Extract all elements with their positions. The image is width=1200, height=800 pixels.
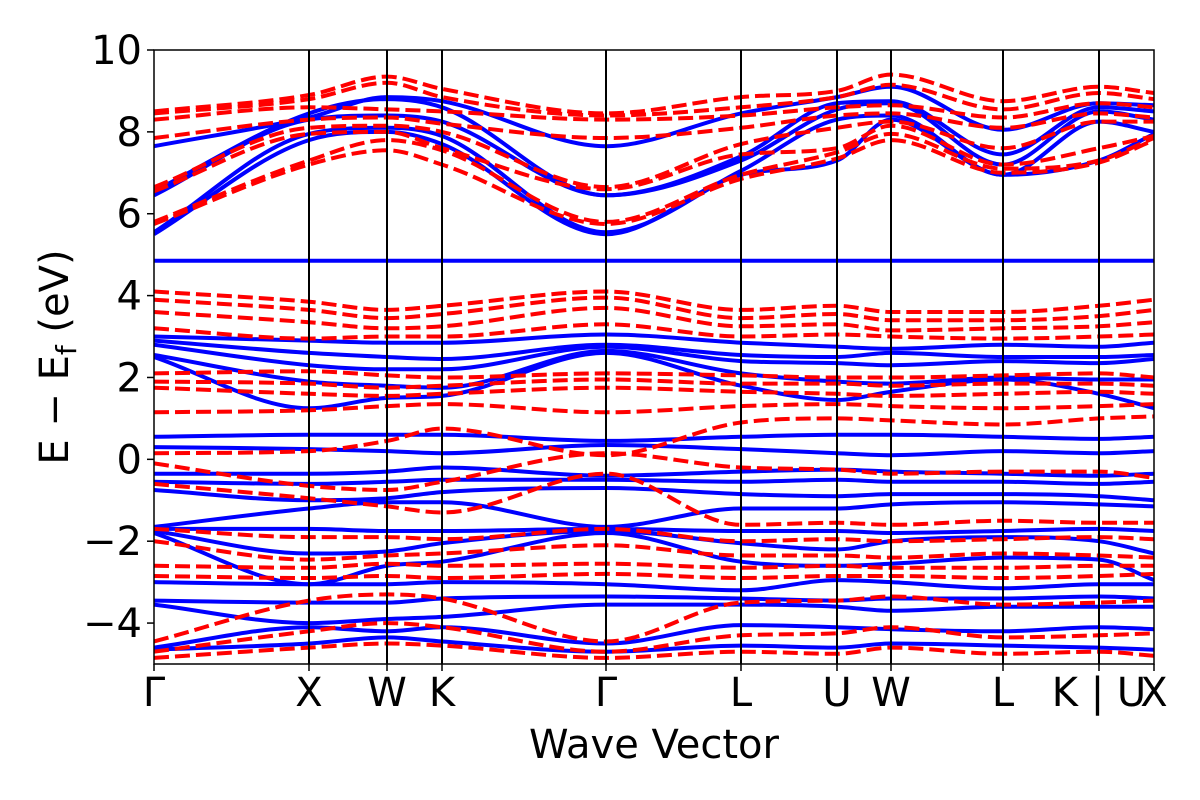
x-tick-label: U bbox=[822, 670, 851, 716]
spin-up-band-11 bbox=[154, 432, 1154, 443]
spin-down-band-20 bbox=[154, 539, 1154, 562]
y-tick-label: 8 bbox=[117, 110, 142, 156]
spin-down-bands bbox=[154, 72, 1154, 660]
spin-down-band-23 bbox=[154, 592, 1154, 644]
spin-down-band-19 bbox=[154, 526, 1154, 544]
spin-up-band-24 bbox=[154, 635, 1154, 654]
x-tick-label: X bbox=[295, 670, 322, 716]
spin-down-band-11 bbox=[154, 322, 1154, 341]
y-axis-label-subscript: f bbox=[50, 344, 83, 355]
x-axis-label: Wave Vector bbox=[529, 722, 780, 768]
y-tick-label: −4 bbox=[83, 601, 142, 647]
spin-down-band-4 bbox=[154, 119, 1154, 190]
y-tick-label: 10 bbox=[91, 28, 142, 74]
x-tick-label: X bbox=[1140, 670, 1167, 716]
plot-area bbox=[153, 49, 1155, 665]
spin-up-band-16 bbox=[154, 500, 1154, 529]
y-tick-label: −2 bbox=[83, 519, 142, 565]
spin-down-band-2 bbox=[154, 101, 1154, 122]
spin-up-band-12 bbox=[154, 443, 1154, 458]
spin-down-band-18 bbox=[154, 471, 1154, 527]
spin-up-band-20 bbox=[154, 578, 1154, 593]
y-tick-label: 6 bbox=[117, 192, 142, 238]
spin-down-band-25 bbox=[154, 641, 1154, 660]
spin-up-band-22 bbox=[154, 602, 1154, 626]
spin-down-band-8 bbox=[154, 289, 1154, 314]
spin-up-band-1 bbox=[154, 97, 1154, 198]
spin-down-band-0 bbox=[154, 72, 1154, 116]
spin-up-band-7 bbox=[154, 338, 1154, 361]
x-tick-label: Γ bbox=[595, 670, 618, 716]
spin-down-band-9 bbox=[154, 295, 1154, 323]
spin-up-band-13 bbox=[154, 465, 1154, 478]
x-tick-label: L bbox=[992, 670, 1015, 716]
spin-up-band-17 bbox=[154, 526, 1154, 535]
spin-down-band-13 bbox=[154, 377, 1154, 390]
spin-down-band-10 bbox=[154, 305, 1154, 333]
x-tick-label: Γ bbox=[143, 670, 166, 716]
y-axis-label-unit: (eV) bbox=[32, 249, 78, 345]
spin-up-band-8 bbox=[154, 342, 1154, 372]
spin-down-band-15 bbox=[154, 402, 1154, 415]
x-tick-label: L bbox=[730, 670, 753, 716]
y-tick-label: 4 bbox=[117, 274, 142, 320]
y-tick-label: 0 bbox=[117, 437, 142, 483]
spin-up-bands bbox=[154, 84, 1154, 654]
spin-up-band-14 bbox=[154, 477, 1154, 486]
spin-down-band-16 bbox=[154, 414, 1154, 458]
x-tick-label: K | U bbox=[1052, 670, 1146, 716]
y-axis-ticks: −4 −2 0 2 4 6 8 10 bbox=[83, 28, 154, 647]
spin-down-band-3 bbox=[154, 111, 1154, 140]
spin-up-band-6 bbox=[154, 332, 1154, 351]
high-symmetry-lines bbox=[308, 50, 1100, 664]
x-tick-label: W bbox=[367, 670, 407, 716]
spin-down-band-12 bbox=[154, 369, 1154, 380]
x-tick-label: K bbox=[429, 670, 457, 716]
spin-down-band-7 bbox=[154, 138, 1154, 226]
y-axis-label: E − Ef (eV) bbox=[32, 249, 83, 464]
spin-up-band-15 bbox=[154, 486, 1154, 503]
spin-down-band-17 bbox=[154, 451, 1154, 492]
x-tick-label: W bbox=[871, 670, 911, 716]
spin-down-band-1 bbox=[154, 80, 1154, 118]
y-axis-label-main: E − E bbox=[32, 355, 78, 465]
spin-up-band-21 bbox=[154, 594, 1154, 605]
spin-down-band-21 bbox=[154, 561, 1154, 570]
spin-up-band-23 bbox=[154, 623, 1154, 650]
spin-down-band-24 bbox=[154, 621, 1154, 654]
y-tick-label: 2 bbox=[117, 355, 142, 401]
spin-down-band-22 bbox=[154, 571, 1154, 580]
plot-frame bbox=[153, 49, 1155, 665]
spin-down-band-5 bbox=[154, 123, 1154, 194]
spin-down-band-14 bbox=[154, 385, 1154, 398]
